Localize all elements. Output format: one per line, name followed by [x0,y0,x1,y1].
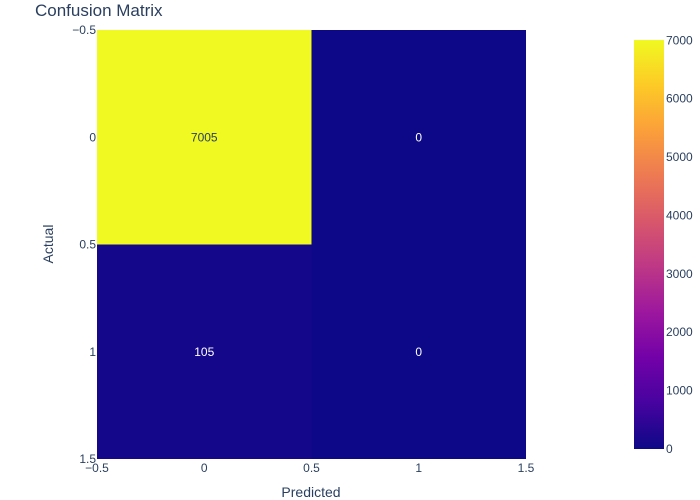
colorbar-tick-label: 5000 [666,150,693,164]
y-tick-label: 0.5 [79,238,96,252]
cell-value-label: 7005 [191,130,218,144]
colorbar-tick-label: 0 [666,442,673,456]
x-axis-ticks: −0.5 0 0.5 1 1.5 [85,461,535,475]
y-axis-title: Actual [40,225,56,264]
colorbar-tick-label: 1000 [666,384,693,398]
chart-title: Confusion Matrix [35,1,163,20]
x-tick-label: 1 [415,461,422,475]
x-tick-label: −0.5 [85,461,109,475]
y-axis-ticks: −0.5 0 0.5 1 1.5 [72,23,96,466]
y-tick-label: 1.5 [79,452,96,466]
colorbar [634,40,664,449]
cell-value-label: 105 [194,345,214,359]
heatmap-cell [311,244,526,459]
x-tick-label: 0 [201,461,208,475]
y-tick-label: −0.5 [72,23,96,37]
colorbar-tick-label: 6000 [666,92,693,106]
colorbar-ticks: 0 1000 2000 3000 4000 5000 6000 7000 [666,33,693,456]
colorbar-tick-label: 3000 [666,267,693,281]
colorbar-tick-label: 7000 [666,33,693,47]
x-tick-label: 0.5 [303,461,320,475]
x-tick-label: 1.5 [518,461,535,475]
y-tick-label: 1 [89,345,96,359]
heatmap-cell [97,244,312,459]
colorbar-tick-label: 4000 [666,208,693,222]
heatmap-cell [311,30,526,245]
heatmap-cell-labels: 7005 0 105 0 [191,130,423,359]
heatmap-cell [97,30,312,245]
cell-value-label: 0 [415,345,422,359]
colorbar-tick-label: 2000 [666,325,693,339]
x-axis-title: Predicted [281,484,340,500]
heatmap-cells [97,30,526,459]
y-tick-label: 0 [89,130,96,144]
cell-value-label: 0 [415,130,422,144]
